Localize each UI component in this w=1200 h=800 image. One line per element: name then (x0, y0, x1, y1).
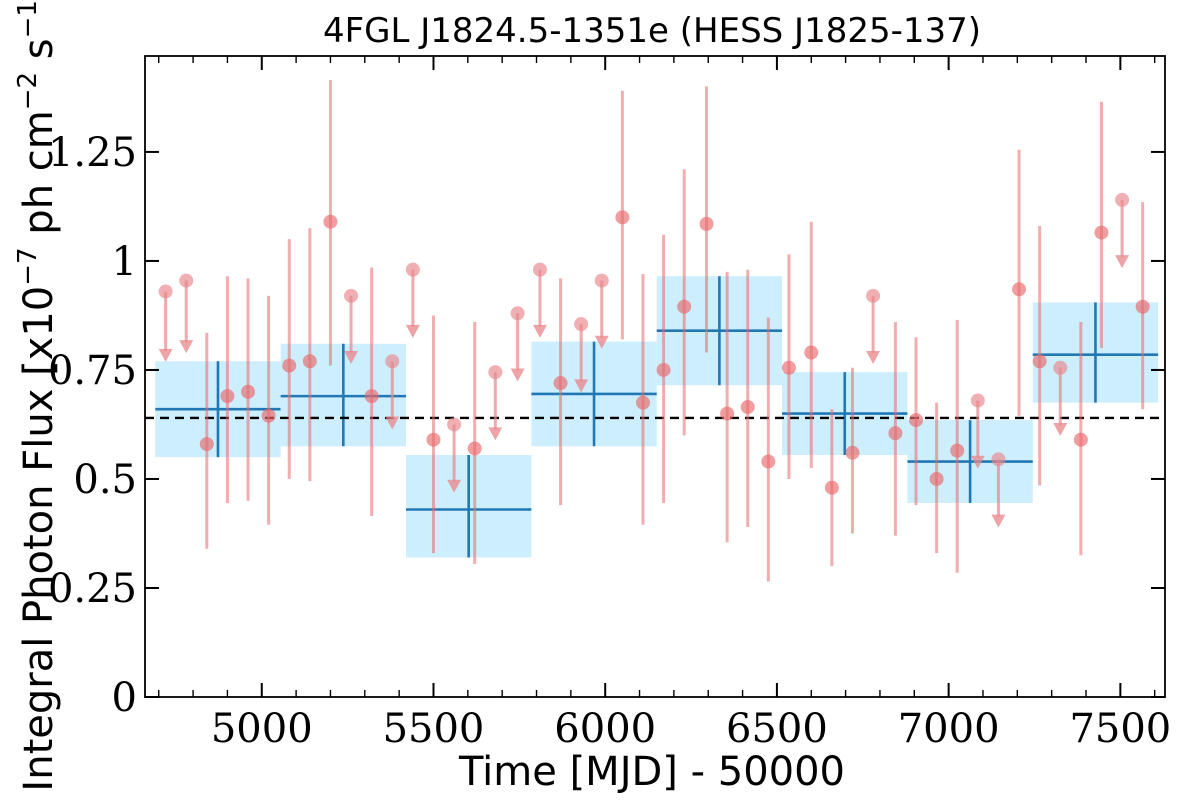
upper-limit-arrow (1115, 255, 1130, 269)
upper-limit-point (179, 273, 194, 288)
flux-points-layer (199, 79, 1150, 582)
flux-point (656, 362, 671, 377)
upper-limit-arrow (1053, 423, 1068, 437)
y-tick-label: 0 (112, 675, 137, 721)
flux-point (1012, 282, 1027, 297)
axes-layer: 5000 5500 6000 6500 7000 7500 0 0.25 0.5 0.75 1 1.2… (48, 55, 1171, 752)
upper-limit-point (866, 288, 881, 303)
plot-frame (144, 55, 1166, 698)
upper-limit-point (1053, 360, 1068, 375)
upper-limit-point (594, 273, 609, 288)
upper-limit-arrow (510, 368, 525, 382)
flux-point (740, 400, 755, 415)
flux-point (677, 299, 692, 314)
x-tick-label: 5500 (383, 706, 485, 752)
y-axis-label-part-3: s (16, 38, 62, 72)
y-axis-label: Integral Photon Flux [x10−7 ph cm−2 s−1] (13, 0, 62, 792)
binned-flux-layer (155, 276, 1159, 558)
flux-point (467, 441, 482, 456)
y-tick-label: 0.75 (48, 348, 137, 394)
flux-point (699, 216, 714, 231)
flux-point (282, 358, 297, 373)
upper-limit-arrow (179, 340, 194, 354)
flux-point (1032, 354, 1047, 369)
y-axis-label-part-2: ph cm (16, 110, 62, 247)
upper-limit-arrow (447, 479, 462, 493)
x-tick-label: 7500 (1069, 706, 1171, 752)
chart-title: 4FGL J1824.5-1351e (HESS J1825-137) (323, 11, 981, 51)
x-tick-label: 6000 (554, 706, 656, 752)
y-axis-label-part-1: Integral Photon Flux [x10 (16, 286, 62, 792)
x-tick-label: 7000 (898, 706, 1000, 752)
flux-point (1094, 225, 1109, 240)
flux-point (635, 395, 650, 410)
flux-point (824, 480, 839, 495)
flux-point (615, 210, 630, 225)
y-tick-label: 0.25 (48, 566, 137, 612)
upper-limit-point (532, 262, 547, 277)
upper-limit-arrow (344, 351, 359, 365)
flux-point (199, 437, 214, 452)
y-tick-label: 0.5 (73, 457, 137, 503)
upper-limit-point (574, 317, 589, 332)
upper-limit-arrow (866, 351, 881, 365)
flux-point (781, 360, 796, 375)
flux-point (888, 426, 903, 441)
upper-limit-point (991, 452, 1006, 467)
y-axis-label-exp-1: −7 (13, 247, 43, 285)
upper-limit-point (344, 288, 359, 303)
flux-point (845, 445, 860, 460)
flux-point (241, 384, 256, 399)
upper-limit-point (970, 393, 985, 408)
flux-point (720, 406, 735, 421)
flux-point (929, 471, 944, 486)
upper-limit-arrow (488, 427, 503, 441)
x-axis-label: Time [MJD] - 50000 (458, 749, 845, 795)
upper-limit-point (1115, 192, 1130, 207)
upper-limit-point (385, 354, 400, 369)
flux-point (302, 354, 317, 369)
x-tick-label: 5000 (211, 706, 313, 752)
upper-limit-arrow (594, 335, 609, 349)
upper-limit-point (488, 365, 503, 380)
y-tick-label: 1.25 (48, 130, 137, 176)
flux-point (261, 408, 276, 423)
upper-limit-arrow (158, 348, 173, 362)
flux-point (761, 454, 776, 469)
flux-point (909, 413, 924, 428)
upper-limit-arrow (385, 416, 400, 430)
upper-limit-point (158, 284, 173, 299)
flux-point (950, 443, 965, 458)
flux-point (426, 432, 441, 447)
x-tick-label: 6500 (726, 706, 828, 752)
flux-point (1073, 432, 1088, 447)
upper-limit-point (405, 262, 420, 277)
flux-point (364, 389, 379, 404)
upper-limit-arrow (574, 379, 589, 393)
upper-limit-point (510, 306, 525, 321)
y-axis-label-exp-2: −2 (13, 72, 43, 110)
upper-limit-arrow (970, 455, 985, 469)
flux-point (553, 376, 568, 391)
y-tick-label: 1 (112, 239, 137, 285)
upper-limits-layer (158, 192, 1130, 528)
flux-point (323, 214, 338, 229)
flux-point (220, 389, 235, 404)
upper-limit-arrow (991, 514, 1006, 528)
flux-point (1135, 299, 1150, 314)
y-axis-label-exp-3: −1 (13, 0, 43, 38)
upper-limit-arrow (405, 324, 420, 338)
upper-limit-arrow (532, 324, 547, 338)
flux-point (804, 345, 819, 360)
upper-limit-point (447, 417, 462, 432)
